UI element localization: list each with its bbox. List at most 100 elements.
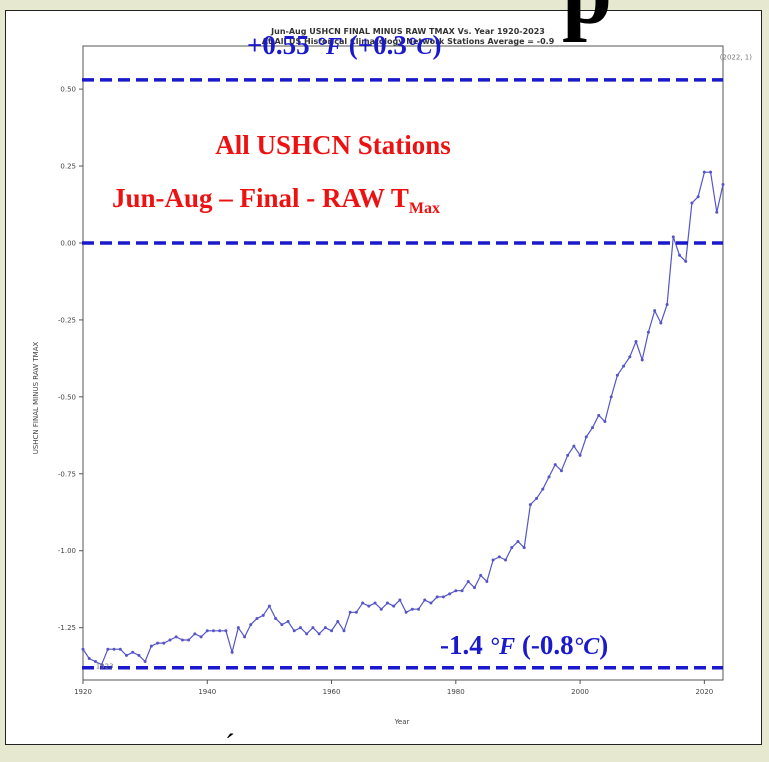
- data-point: [156, 641, 160, 645]
- data-point: [591, 426, 595, 430]
- data-point: [528, 503, 532, 507]
- lower-celsius-unit: °C: [573, 634, 600, 660]
- upper-close: ): [432, 30, 442, 60]
- data-point: [311, 626, 315, 630]
- slide-footer-fragment: ´: [225, 728, 235, 761]
- data-point: [597, 413, 601, 417]
- data-point: [640, 358, 644, 362]
- data-point: [137, 653, 141, 657]
- data-point: [342, 629, 346, 633]
- data-point: [510, 546, 514, 550]
- data-point: [690, 201, 694, 205]
- data-point: [236, 626, 240, 630]
- y-tick-label: 0.25: [60, 163, 76, 171]
- data-point: [553, 463, 557, 467]
- data-point: [317, 632, 321, 636]
- data-point: [398, 598, 402, 602]
- data-point: [379, 607, 383, 611]
- data-point: [622, 364, 626, 368]
- data-point: [504, 558, 508, 562]
- data-point: [249, 623, 253, 627]
- lower-unit: °F: [489, 634, 516, 660]
- data-point: [124, 653, 128, 657]
- point-label: (2022, 1): [720, 53, 752, 61]
- data-point: [646, 330, 650, 334]
- data-point: [168, 638, 172, 642]
- data-point: [566, 453, 570, 457]
- data-point: [634, 339, 638, 343]
- x-tick-label: 1940: [198, 688, 216, 696]
- x-tick-label: 1980: [447, 688, 465, 696]
- upper-value: +0.55: [247, 30, 310, 60]
- data-point: [578, 453, 582, 457]
- data-point: [211, 629, 215, 633]
- data-point: [174, 635, 178, 639]
- data-point: [615, 373, 619, 377]
- x-axis: 1920 1940 1960 1980 2000 2020: [74, 680, 713, 696]
- upper-celsius: (+0.3: [348, 30, 407, 60]
- stations-line1: All USHCN Stations: [215, 130, 451, 160]
- data-point: [373, 601, 377, 605]
- data-point: [721, 182, 725, 186]
- data-point: [354, 610, 358, 614]
- data-point: [218, 629, 222, 633]
- y-tick-label: 0.50: [60, 86, 76, 94]
- data-point: [385, 601, 389, 605]
- chart-title: Jun-Aug USHCN FINAL MINUS RAW TMAX Vs. Y…: [270, 27, 545, 36]
- data-point: [460, 589, 464, 593]
- data-point: [522, 546, 526, 550]
- data-point: [559, 469, 563, 473]
- y-axis: 0.50 0.25 0.00 -0.25 -0.50 -0.75 -1.00 -1.25: [58, 86, 83, 632]
- data-point: [491, 558, 495, 562]
- data-point: [392, 604, 396, 608]
- data-point: [485, 580, 489, 584]
- x-tick-label: 1960: [323, 688, 341, 696]
- data-point: [106, 647, 110, 651]
- data-point: [653, 309, 657, 313]
- point-labels: 1923 (2022, 1): [96, 53, 753, 670]
- data-point: [93, 660, 97, 664]
- data-point: [466, 580, 470, 584]
- data-point: [603, 419, 607, 423]
- y-tick-label: 0.00: [60, 239, 76, 247]
- y-axis-label: USHCN FINAL MINUS RAW TMAX: [32, 342, 40, 455]
- data-point: [100, 663, 104, 667]
- y-tick-label: -0.25: [58, 316, 76, 324]
- data-point: [678, 253, 682, 257]
- data-point: [149, 644, 153, 648]
- lower-close: ): [599, 630, 609, 660]
- y-tick-label: -1.00: [58, 547, 76, 555]
- data-point: [429, 601, 433, 605]
- data-point: [243, 635, 247, 639]
- data-point: [280, 623, 284, 627]
- data-point: [516, 540, 520, 544]
- data-point: [547, 475, 551, 479]
- data-point: [659, 321, 663, 325]
- stations-line2: Jun-Aug – Final - RAW T: [112, 183, 409, 213]
- data-point: [199, 635, 203, 639]
- x-tick-label: 2000: [571, 688, 589, 696]
- data-point: [497, 555, 501, 559]
- data-point: [81, 647, 85, 651]
- y-tick-label: -0.75: [58, 470, 76, 478]
- data-point: [336, 620, 340, 624]
- data-point: [118, 647, 122, 651]
- data-point: [205, 629, 209, 633]
- data-point: [162, 641, 166, 645]
- series-points: [81, 170, 725, 667]
- data-point: [224, 629, 228, 633]
- plot-area: [82, 45, 724, 681]
- y-tick-label: -0.50: [58, 393, 76, 401]
- data-point: [702, 170, 706, 174]
- data-point: [292, 629, 296, 633]
- slide-title-fragment: p: [562, 0, 612, 45]
- data-point: [323, 626, 327, 630]
- upper-unit: °F: [316, 34, 342, 60]
- data-point: [572, 444, 576, 448]
- x-axis-label: Year: [394, 718, 410, 726]
- data-point: [584, 435, 588, 439]
- data-point: [684, 259, 688, 263]
- data-point: [417, 607, 421, 611]
- data-point: [330, 629, 334, 633]
- y-tick-label: -1.25: [58, 624, 76, 632]
